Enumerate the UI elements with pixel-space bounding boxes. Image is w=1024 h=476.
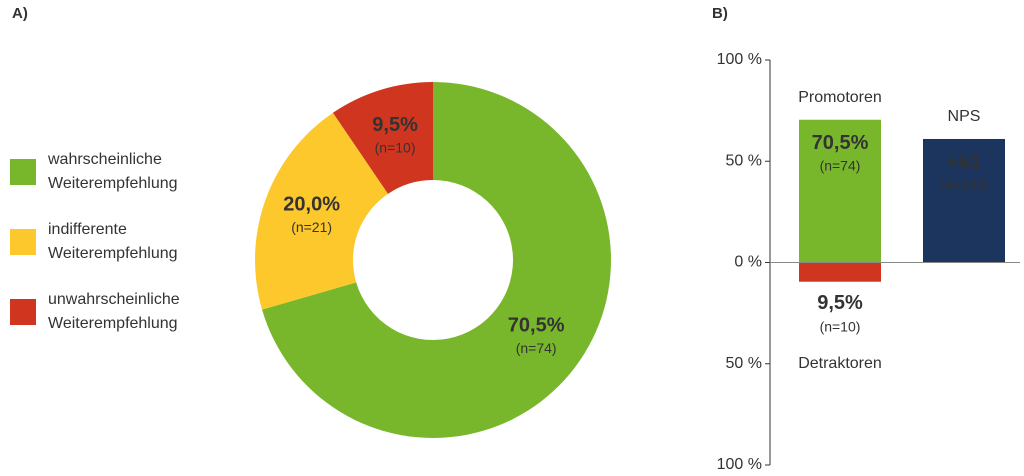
legend-swatch (10, 229, 36, 255)
y-tick-label: 100 % (717, 456, 762, 473)
value-label: 9,5% (372, 114, 418, 136)
legend-item: wahrscheinliche Weiterempfehlung (10, 148, 208, 196)
count-label: (n=10) (375, 139, 416, 155)
legend-label: unwahrscheinliche Weiterempfehlung (48, 291, 180, 332)
value-label: +61 (947, 151, 981, 173)
series-label: NPS (948, 108, 981, 125)
count-label: (n=21) (291, 219, 332, 235)
y-tick-label: 50 % (726, 152, 762, 169)
value-label: 9,5% (817, 292, 863, 314)
count-label: (n=10) (820, 318, 861, 334)
y-tick-label: 0 % (734, 254, 762, 271)
y-tick-label: 100 % (717, 51, 762, 68)
series-label: Detraktoren (798, 355, 882, 372)
value-label: 70,5% (508, 315, 565, 337)
count-label: (n=74) (516, 340, 557, 356)
value-label: 20,0% (283, 194, 340, 216)
value-label: 70,5% (812, 132, 869, 154)
legend-label: wahrscheinliche Weiterempfehlung (48, 151, 178, 192)
panel-title: A) (12, 5, 28, 22)
legend-label: indifferente Weiterempfehlung (48, 221, 178, 262)
series-label: Promotoren (798, 89, 882, 106)
legend-item: unwahrscheinliche Weiterempfehlung (10, 288, 208, 336)
legend-swatch (10, 299, 36, 325)
panel-title: B) (712, 5, 728, 22)
count-label: (n=74) (820, 157, 861, 173)
legend-item: indifferente Weiterempfehlung (10, 218, 208, 266)
legend-swatch (10, 159, 36, 185)
donut-slice (254, 112, 389, 310)
bar (799, 262, 881, 282)
bar (799, 119, 881, 263)
donut-slice (262, 82, 612, 438)
y-tick-label: 50 % (726, 355, 762, 372)
donut-slice (332, 82, 433, 194)
count-label: (n=105) (940, 177, 989, 193)
bar (923, 138, 1005, 263)
